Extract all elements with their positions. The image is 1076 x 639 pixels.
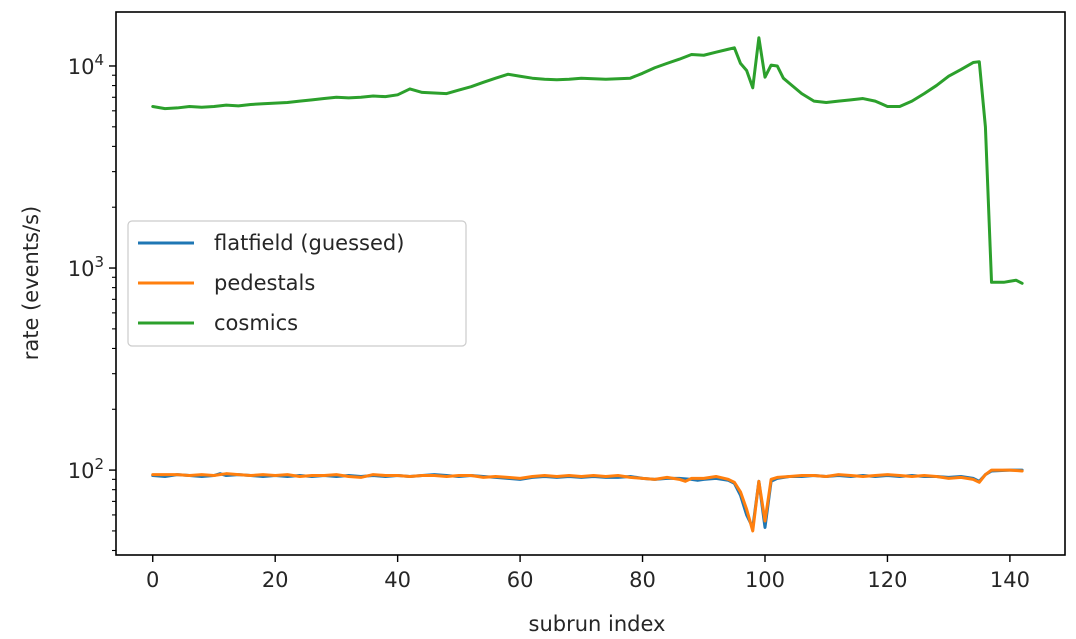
legend: flatfield (guessed) pedestals cosmics bbox=[128, 221, 466, 346]
x-tick-label: 40 bbox=[384, 568, 411, 592]
legend-label-1: pedestals bbox=[214, 271, 315, 295]
x-tick-label: 60 bbox=[507, 568, 534, 592]
x-axis-label: subrun index bbox=[529, 612, 666, 636]
x-tick-label: 0 bbox=[146, 568, 159, 592]
x-tick-label: 120 bbox=[867, 568, 907, 592]
x-tick-label: 80 bbox=[629, 568, 656, 592]
x-tick-label: 100 bbox=[745, 568, 785, 592]
legend-label-2: cosmics bbox=[214, 311, 298, 335]
y-axis-label: rate (events/s) bbox=[19, 206, 43, 361]
x-tick-label: 140 bbox=[990, 568, 1030, 592]
x-tick-label: 20 bbox=[262, 568, 289, 592]
legend-label-0: flatfield (guessed) bbox=[214, 231, 404, 255]
